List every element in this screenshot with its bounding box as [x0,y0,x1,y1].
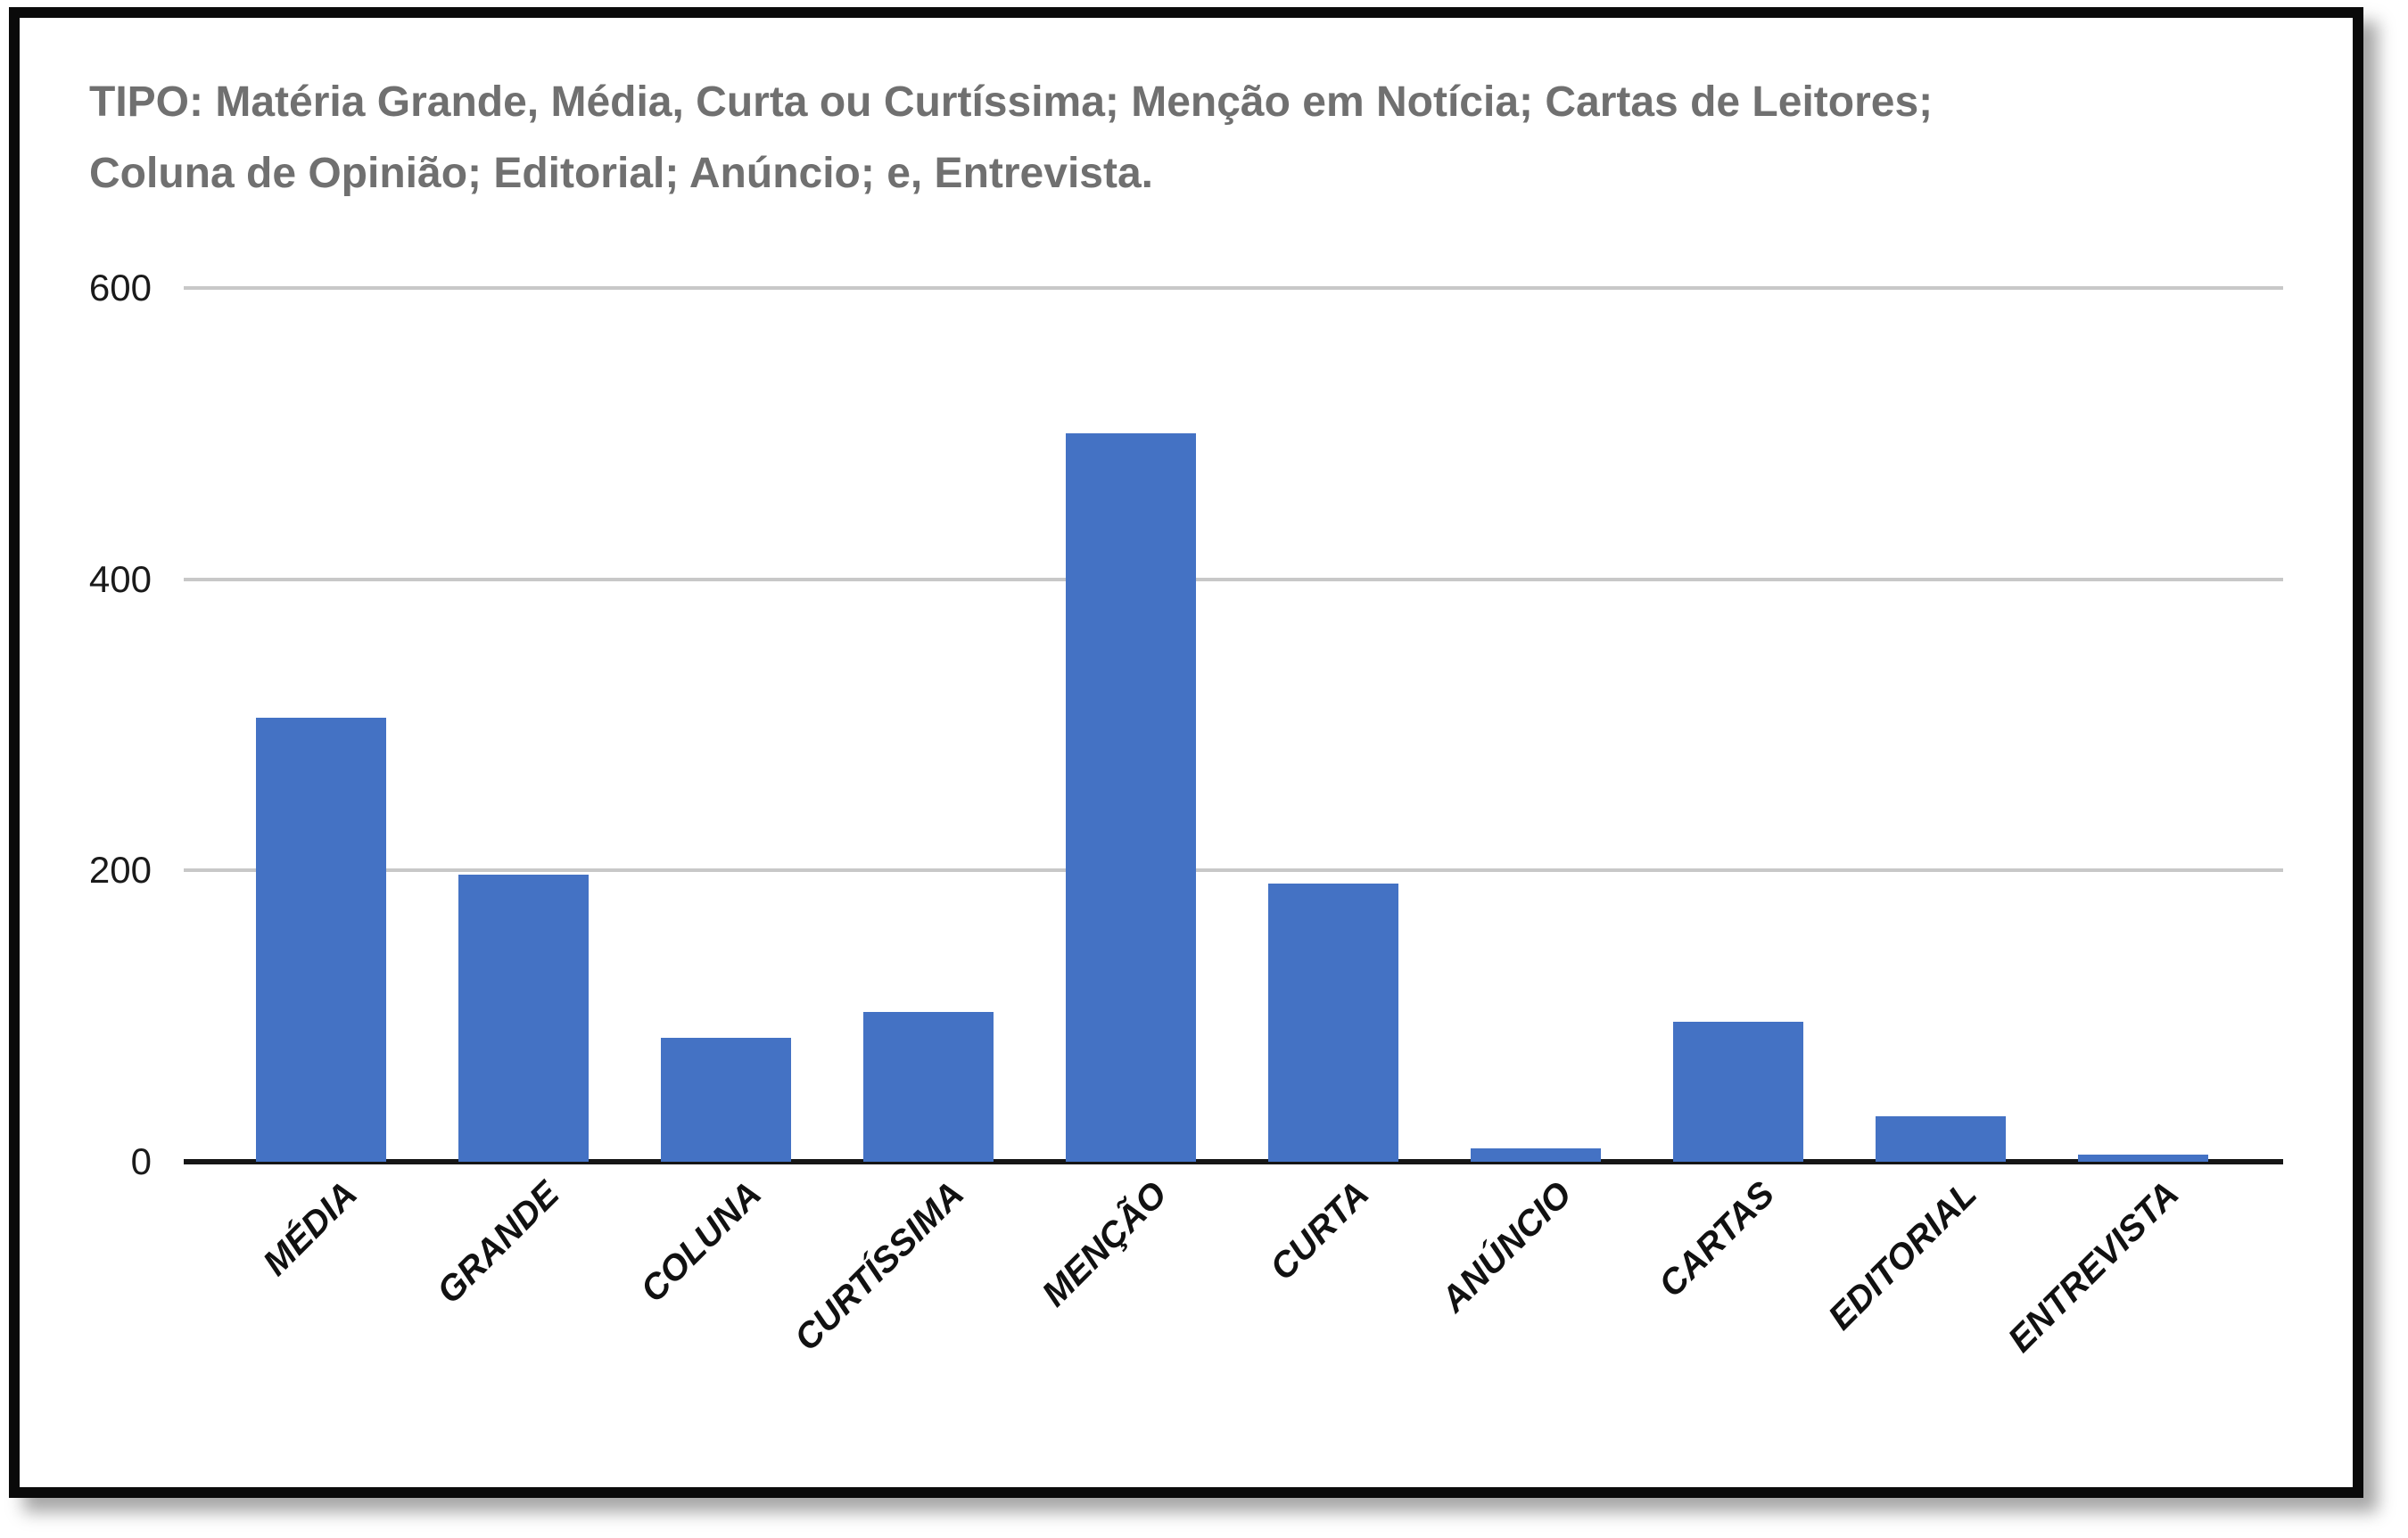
y-axis-tick-600: 600 [88,267,152,308]
bar-curta [1267,884,1398,1162]
bar-entrevista [2077,1154,2208,1162]
bar-grande [458,875,589,1162]
gridline-200 [184,868,2283,873]
chart-title-line-2: Coluna de Opinião; Editorial; Anúncio; e… [89,150,1153,197]
x-axis-label-menção: MENÇÃO [1034,1174,1175,1314]
y-axis-tick-200: 200 [88,849,152,892]
x-axis-label-anúncio: ANÚNCIO [1433,1174,1579,1320]
x-axis-label-entrevista: ENTREVISTA [2000,1174,2187,1361]
bar-curtíssima [862,1011,994,1162]
chart-title-line-1: TIPO: Matéria Grande, Média, Curta ou Cu… [89,78,1934,126]
gridline-600 [184,286,2283,290]
gridline-400 [184,577,2283,581]
x-axis-label-curta: CURTA [1263,1174,1377,1288]
y-axis-tick-0: 0 [130,1140,152,1182]
bar-cartas [1672,1022,1803,1162]
x-axis-label-média: MÉDIA [255,1174,365,1284]
bar-média [255,717,386,1162]
x-axis-label-curtíssima: CURTÍSSIMA [788,1174,972,1359]
x-axis-label-cartas: CARTAS [1651,1174,1782,1305]
chart-frame: TIPO: Matéria Grande, Média, Curta ou Cu… [9,7,2363,1498]
bar-editorial [1875,1116,2006,1162]
x-axis-label-grande: GRANDE [429,1174,567,1312]
x-axis-line [184,1159,2283,1164]
bar-coluna [660,1038,791,1162]
x-axis-label-coluna: COLUNA [633,1174,770,1311]
x-axis-label-editorial: EDITORIAL [1820,1174,1984,1338]
bar-menção [1065,433,1196,1162]
plot-area: 0 200 400 600 MÉDIA GRANDE COLUNA CURTÍSSIMA MEN… [89,267,2283,1360]
bar-anúncio [1470,1148,1601,1162]
chart-title: TIPO: Matéria Grande, Média, Curta ou Cu… [89,67,1933,210]
y-axis-tick-400: 400 [88,557,152,600]
